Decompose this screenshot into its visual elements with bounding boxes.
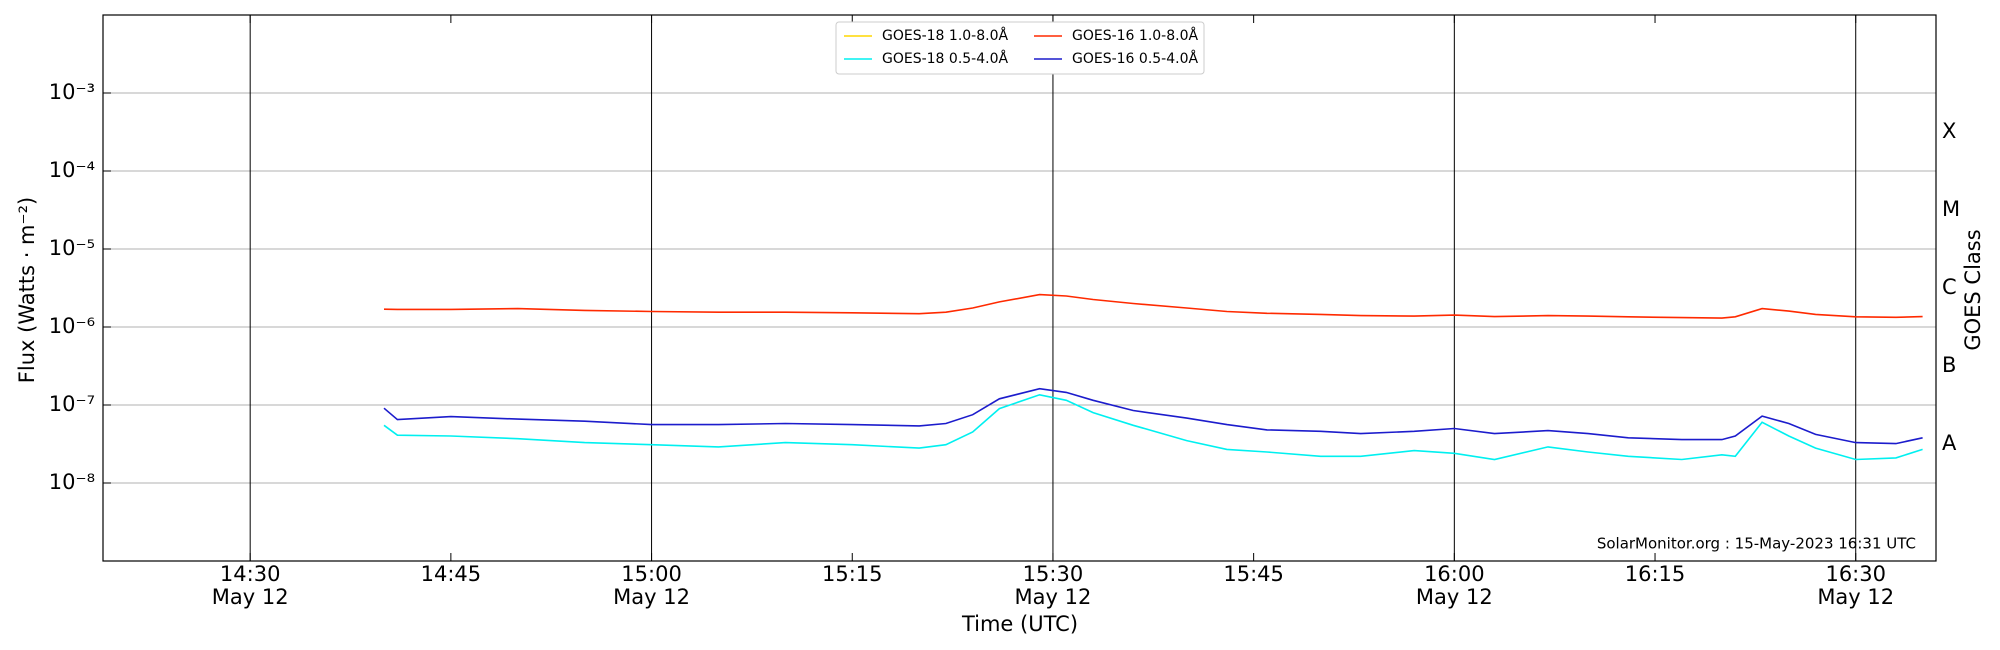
x-axis-label: Time (UTC) — [961, 612, 1078, 636]
legend-label: GOES-18 1.0-8.0Å — [882, 27, 1008, 44]
legend-label: GOES-18 0.5-4.0Å — [882, 50, 1008, 67]
x-tick-label: 15:00 — [621, 562, 682, 586]
x-tick-date: May 12 — [1015, 585, 1092, 609]
legend-label: GOES-16 1.0-8.0Å — [1072, 27, 1198, 44]
x-tick-label: 14:45 — [421, 562, 482, 586]
x-tick-label: 16:30 — [1825, 562, 1886, 586]
y-tick-label: 10⁻⁶ — [49, 314, 95, 338]
y2-tick-label: B — [1942, 353, 1956, 377]
x-tick-label: 15:15 — [822, 562, 883, 586]
y-tick-label: 10⁻⁷ — [49, 392, 95, 416]
x-tick-label: 15:30 — [1023, 562, 1084, 586]
legend-box — [835, 21, 1205, 75]
y2-tick-label: X — [1942, 119, 1956, 143]
y-tick-label: 10⁻⁴ — [49, 158, 95, 182]
annotation: SolarMonitor.org : 15-May-2023 16:31 UTC — [1597, 535, 1916, 553]
x-tick-date: May 12 — [212, 585, 289, 609]
y2-tick-label: M — [1942, 197, 1960, 221]
y-tick-label: 10⁻⁸ — [49, 470, 95, 494]
x-tick-date: May 12 — [1416, 585, 1493, 609]
y-tick-label: 10⁻⁵ — [49, 236, 95, 260]
y2-tick-label: A — [1942, 431, 1957, 455]
series-line — [383, 293, 1923, 319]
y2-tick-label: C — [1942, 275, 1957, 299]
x-tick-date: May 12 — [1817, 585, 1894, 609]
x-tick-date: May 12 — [613, 585, 690, 609]
y-axis-label: Flux (Watts · m⁻²) — [15, 197, 39, 383]
x-tick-label: 15:45 — [1223, 562, 1284, 586]
series-line — [383, 387, 1923, 445]
y-tick-label: 10⁻³ — [49, 80, 95, 104]
y2-axis-label: GOES Class — [1961, 229, 1985, 350]
x-tick-label: 16:15 — [1625, 562, 1686, 586]
series-line — [383, 393, 1923, 461]
legend-label: GOES-16 0.5-4.0Å — [1072, 50, 1198, 67]
legend: GOES-18 1.0-8.0Å GOES-18 0.5-4.0Å GOES-16 … — [835, 21, 1205, 75]
x-tick-label: 14:30 — [220, 562, 281, 586]
x-tick-label: 16:00 — [1424, 562, 1485, 586]
plot-frame — [102, 14, 1937, 562]
